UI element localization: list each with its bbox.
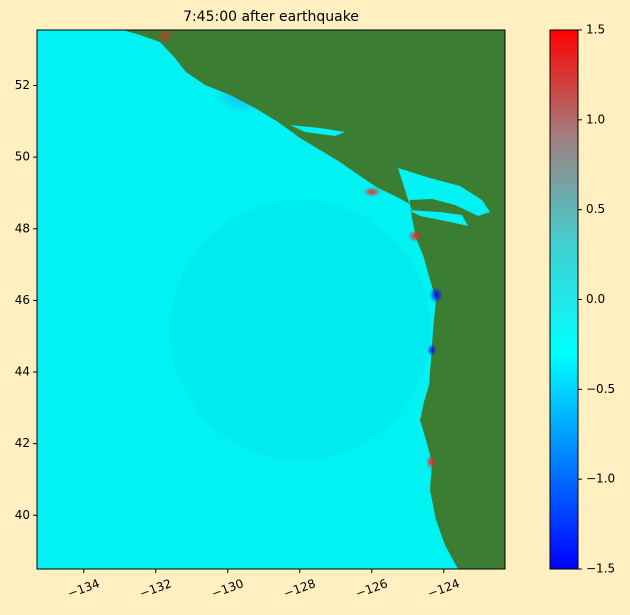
colorbar-tick-label: −1.0 — [586, 472, 615, 486]
anomaly — [156, 30, 174, 43]
y-tick-label: 42 — [15, 436, 30, 450]
x-tick-label: −126 — [354, 576, 390, 600]
inlet — [290, 125, 345, 136]
y-tick-label: 46 — [15, 293, 30, 307]
colorbar-tick-label: 1.5 — [586, 23, 605, 37]
plot-frame — [36, 29, 506, 570]
colorbar-tick-label: 0.0 — [586, 292, 605, 306]
anomaly — [408, 230, 422, 242]
anomaly — [429, 287, 443, 303]
y-tick-label: 50 — [15, 150, 30, 164]
strait — [398, 168, 490, 226]
anomaly — [426, 455, 436, 469]
land — [123, 30, 505, 569]
y-tick-label: 40 — [15, 508, 30, 522]
colorbar-tick-label: −1.5 — [586, 562, 615, 576]
x-tick-label: −130 — [210, 576, 246, 600]
chart-title: 7:45:00 after earthquake — [183, 9, 359, 25]
map-area — [37, 30, 505, 569]
anomaly — [427, 344, 437, 356]
colorbar — [549, 29, 579, 570]
colorbar-tick-label: 1.0 — [586, 112, 605, 126]
x-tick-label: −132 — [138, 576, 174, 600]
y-tick-label: 44 — [15, 365, 30, 379]
x-tick-label: −128 — [282, 576, 318, 600]
x-tick-label: −134 — [66, 576, 102, 600]
anomaly — [170, 200, 430, 460]
anomaly — [363, 187, 381, 197]
y-tick-label: 52 — [15, 78, 30, 92]
x-tick-label: −124 — [426, 576, 462, 600]
colorbar-tick-label: 0.5 — [586, 202, 605, 216]
colorbar-tick-label: −0.5 — [586, 382, 615, 396]
y-tick-label: 48 — [15, 221, 30, 235]
